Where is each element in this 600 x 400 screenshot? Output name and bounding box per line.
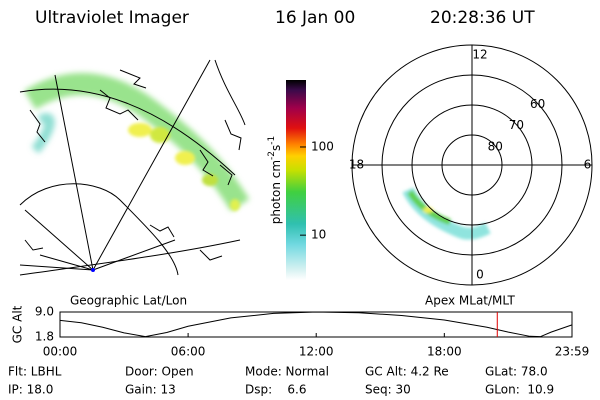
mlt-label: 18 xyxy=(349,158,364,172)
status-field: GLon: 10.9 xyxy=(485,383,554,397)
lat-circle xyxy=(411,104,533,226)
title: Ultraviolet Imager xyxy=(35,8,189,28)
date: 16 Jan 00 xyxy=(275,8,355,28)
lat-circle xyxy=(381,74,563,256)
status-field: GC Alt: 4.2 Re xyxy=(365,365,449,379)
lat-label: 70 xyxy=(509,118,524,132)
colorbar xyxy=(286,80,306,280)
status-field: Door: Open xyxy=(125,365,194,379)
map-caption: Geographic Lat/Lon xyxy=(70,294,187,308)
time: 20:28:36 UT xyxy=(430,8,535,28)
status-field: Mode: Normal xyxy=(245,365,329,379)
x-tick-label: 12:00 xyxy=(299,345,334,359)
y-tick-label: 9.0 xyxy=(35,305,54,319)
x-tick-label: 23:59 xyxy=(555,345,590,359)
lat-circle xyxy=(441,134,503,196)
lat-label: 60 xyxy=(530,97,545,111)
mlt-label: 12 xyxy=(472,48,487,62)
polar-caption: Apex MLat/MLT xyxy=(425,294,515,308)
y-tick-label: 1.8 xyxy=(35,330,54,344)
status-field: IP: 18.0 xyxy=(8,383,53,397)
lat-label: 80 xyxy=(488,139,503,153)
status-field: Dsp: 6.6 xyxy=(245,383,307,397)
x-tick-label: 06:00 xyxy=(171,345,206,359)
colorbar-tick-label: 10 xyxy=(311,228,326,242)
geographic-map xyxy=(19,59,250,276)
colorbar-tick-label: 100 xyxy=(311,139,334,153)
polar-aurora xyxy=(402,187,491,240)
status-footer: Flt: LBHL Door: Open Mode: Normal GC Alt: 4… xyxy=(8,365,554,397)
colorbar-label: photon cm-2s-1 xyxy=(267,136,283,225)
status-field: Flt: LBHL xyxy=(8,365,62,379)
x-tick-label: 18:00 xyxy=(427,345,462,359)
altitude-curve xyxy=(59,311,573,338)
status-field: GLat: 78.0 xyxy=(485,365,548,379)
mlt-label: 6 xyxy=(584,158,592,172)
mlt-label: 0 xyxy=(476,268,484,282)
status-field: Gain: 13 xyxy=(125,383,176,397)
altitude-ylabel: GC Alt xyxy=(11,305,25,343)
status-field: Seq: 30 xyxy=(365,383,411,397)
x-tick-label: 00:00 xyxy=(43,345,78,359)
